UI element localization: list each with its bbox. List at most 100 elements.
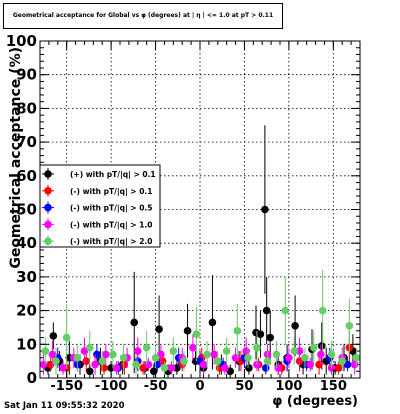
data-point: [39, 360, 48, 369]
data-point: [192, 330, 201, 338]
legend-label: (-) with pT/|q| > 0.5: [70, 204, 152, 214]
data-point: [318, 306, 327, 315]
data-point: [132, 360, 140, 369]
data-point: [93, 350, 101, 359]
data-point: [149, 367, 158, 376]
data-point: [130, 318, 139, 327]
data-point: [274, 364, 283, 372]
data-point: [101, 350, 110, 359]
x-tick-label: 100: [275, 379, 302, 394]
data-point: [266, 333, 275, 342]
data-point: [183, 327, 192, 335]
data-point: [48, 350, 57, 359]
x-tick-label: 150: [320, 379, 347, 394]
legend-marker: [44, 187, 52, 195]
y-tick-label: 10: [16, 335, 37, 353]
data-point: [167, 364, 176, 372]
legend-marker: [44, 203, 52, 212]
chart-title-box: Geometrical acceptance for Global vs φ (…: [3, 3, 283, 29]
data-point: [256, 330, 265, 338]
data-point: [49, 332, 58, 340]
data-point: [352, 353, 361, 362]
y-tick-label: 60: [16, 167, 37, 185]
data-point: [231, 353, 240, 362]
data-point: [253, 360, 261, 369]
legend-box: [39, 164, 161, 248]
legend-label: (-) with pT/|q| > 0.1: [70, 187, 152, 197]
data-point: [301, 353, 309, 362]
data-point: [119, 353, 128, 362]
legend-marker: [44, 237, 52, 245]
data-point: [261, 205, 269, 214]
data-point: [213, 357, 222, 365]
legend-label: (-) with pT/|q| > 1.0: [70, 220, 152, 230]
data-point: [41, 347, 50, 355]
data-point: [52, 357, 60, 365]
data-point: [242, 347, 251, 355]
data-point: [91, 360, 99, 369]
x-tick-label: 0: [195, 379, 204, 394]
y-tick-label: 20: [16, 302, 37, 320]
data-point: [73, 353, 82, 362]
data-point: [315, 360, 323, 369]
y-tick-label: 50: [16, 201, 37, 219]
data-point: [272, 350, 281, 359]
data-point: [210, 350, 219, 359]
data-point: [155, 325, 163, 333]
data-point: [85, 343, 94, 352]
legend-label: (+) with pT/|q| > 0.1: [70, 170, 156, 180]
data-point: [338, 357, 347, 365]
x-tick-label: 50: [235, 379, 253, 394]
x-axis-title: φ (degrees): [272, 394, 358, 409]
data-point: [85, 367, 94, 376]
data-point: [203, 350, 211, 359]
data-point: [98, 357, 107, 365]
data-point: [151, 353, 160, 362]
data-point: [245, 364, 253, 372]
x-tick-label: -50: [144, 379, 168, 394]
data-point: [262, 306, 271, 315]
data-point: [334, 364, 343, 372]
data-point: [160, 364, 169, 372]
data-point: [281, 306, 290, 315]
data-point: [295, 347, 304, 355]
y-axis-title: Geometrical acceptance (%): [8, 47, 24, 269]
data-point: [222, 347, 231, 355]
data-point: [133, 347, 142, 355]
data-point: [244, 353, 252, 362]
data-point: [112, 364, 121, 372]
data-point: [144, 360, 153, 369]
legend-marker: [44, 170, 52, 178]
x-tick-label: -150: [50, 379, 83, 394]
y-tick-label: 0: [27, 369, 37, 387]
x-tick-label: -100: [95, 379, 128, 394]
data-point: [100, 364, 108, 372]
data-point: [290, 347, 299, 355]
data-point: [169, 347, 178, 355]
data-point: [317, 342, 326, 350]
legend-label: (-) with pT/|q| > 2.0: [70, 237, 152, 247]
data-point: [142, 343, 151, 352]
legend-marker: [44, 220, 52, 229]
data-point: [82, 357, 91, 365]
data-point: [153, 360, 162, 369]
data-point: [233, 327, 242, 335]
data-point: [62, 333, 71, 342]
data-point: [327, 350, 336, 359]
data-point: [317, 350, 325, 359]
timestamp-label: Sat Jan 11 09:55:32 2020: [4, 401, 125, 411]
data-point: [208, 318, 217, 327]
y-tick-label: 80: [16, 99, 37, 117]
y-tick-label: 30: [16, 268, 37, 286]
series-group: [41, 270, 361, 375]
series-group: [44, 125, 357, 378]
data-point: [120, 360, 129, 369]
data-point: [261, 364, 270, 372]
data-point: [199, 360, 208, 369]
data-point: [59, 364, 67, 372]
data-point: [350, 360, 359, 369]
data-point: [189, 343, 197, 352]
y-tick-label: 90: [16, 66, 37, 84]
data-point: [221, 364, 229, 372]
